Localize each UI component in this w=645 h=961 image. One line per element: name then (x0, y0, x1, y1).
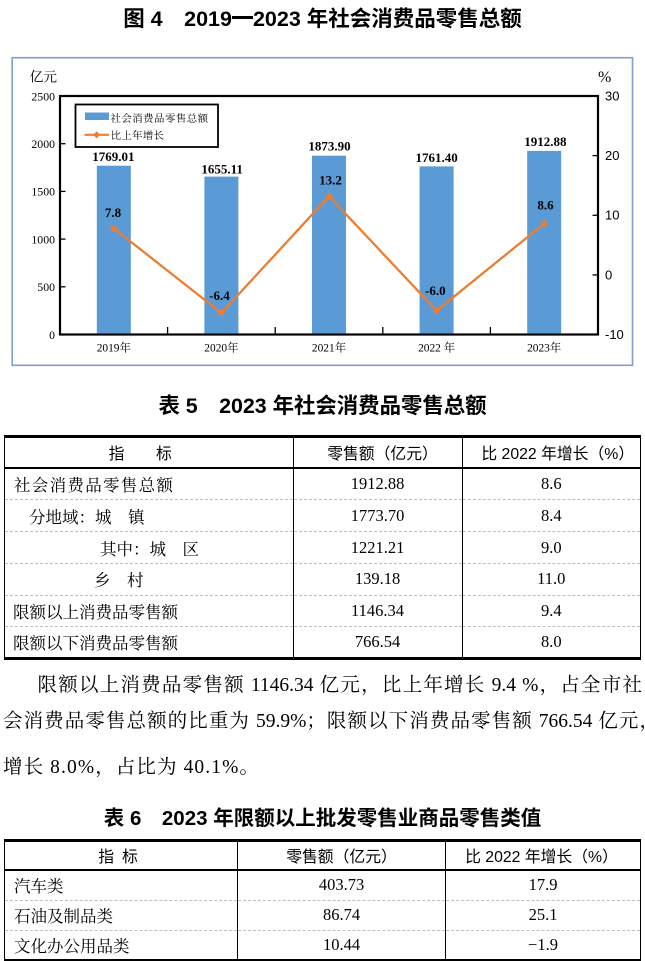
svg-text:2000: 2000 (31, 137, 55, 151)
svg-text:2019年: 2019年 (97, 341, 131, 355)
svg-text:500: 500 (37, 280, 55, 294)
svg-text:社会消费品零售总额: 社会消费品零售总额 (111, 112, 209, 125)
svg-text:1500: 1500 (31, 185, 55, 199)
svg-text:1000: 1000 (31, 232, 55, 246)
svg-text:2500: 2500 (31, 89, 55, 103)
svg-text:8.6: 8.6 (537, 198, 554, 213)
svg-text:1655.11: 1655.11 (201, 161, 243, 176)
svg-text:-10: -10 (605, 327, 624, 342)
svg-text:13.2: 13.2 (319, 172, 342, 187)
svg-text:2021年: 2021年 (312, 341, 346, 355)
svg-text:20: 20 (605, 148, 619, 163)
svg-text:1912.88: 1912.88 (524, 134, 567, 149)
svg-text:1769.01: 1769.01 (92, 149, 134, 164)
svg-text:比上年增长: 比上年增长 (111, 129, 164, 142)
svg-text:亿元: 亿元 (30, 70, 58, 85)
svg-text:%: % (598, 69, 611, 86)
svg-text:0: 0 (605, 267, 612, 282)
svg-text:2020年: 2020年 (204, 341, 238, 355)
svg-text:-6.0: -6.0 (425, 283, 446, 298)
svg-text:10: 10 (605, 208, 619, 223)
svg-text:2023年: 2023年 (527, 341, 561, 355)
svg-text:30: 30 (605, 89, 619, 104)
svg-text:0: 0 (49, 328, 55, 342)
svg-text:2022 年: 2022 年 (418, 341, 455, 355)
svg-text:-6.4: -6.4 (209, 288, 230, 303)
svg-text:7.8: 7.8 (105, 205, 122, 220)
svg-text:1761.40: 1761.40 (415, 150, 457, 165)
svg-text:1873.90: 1873.90 (308, 138, 350, 153)
